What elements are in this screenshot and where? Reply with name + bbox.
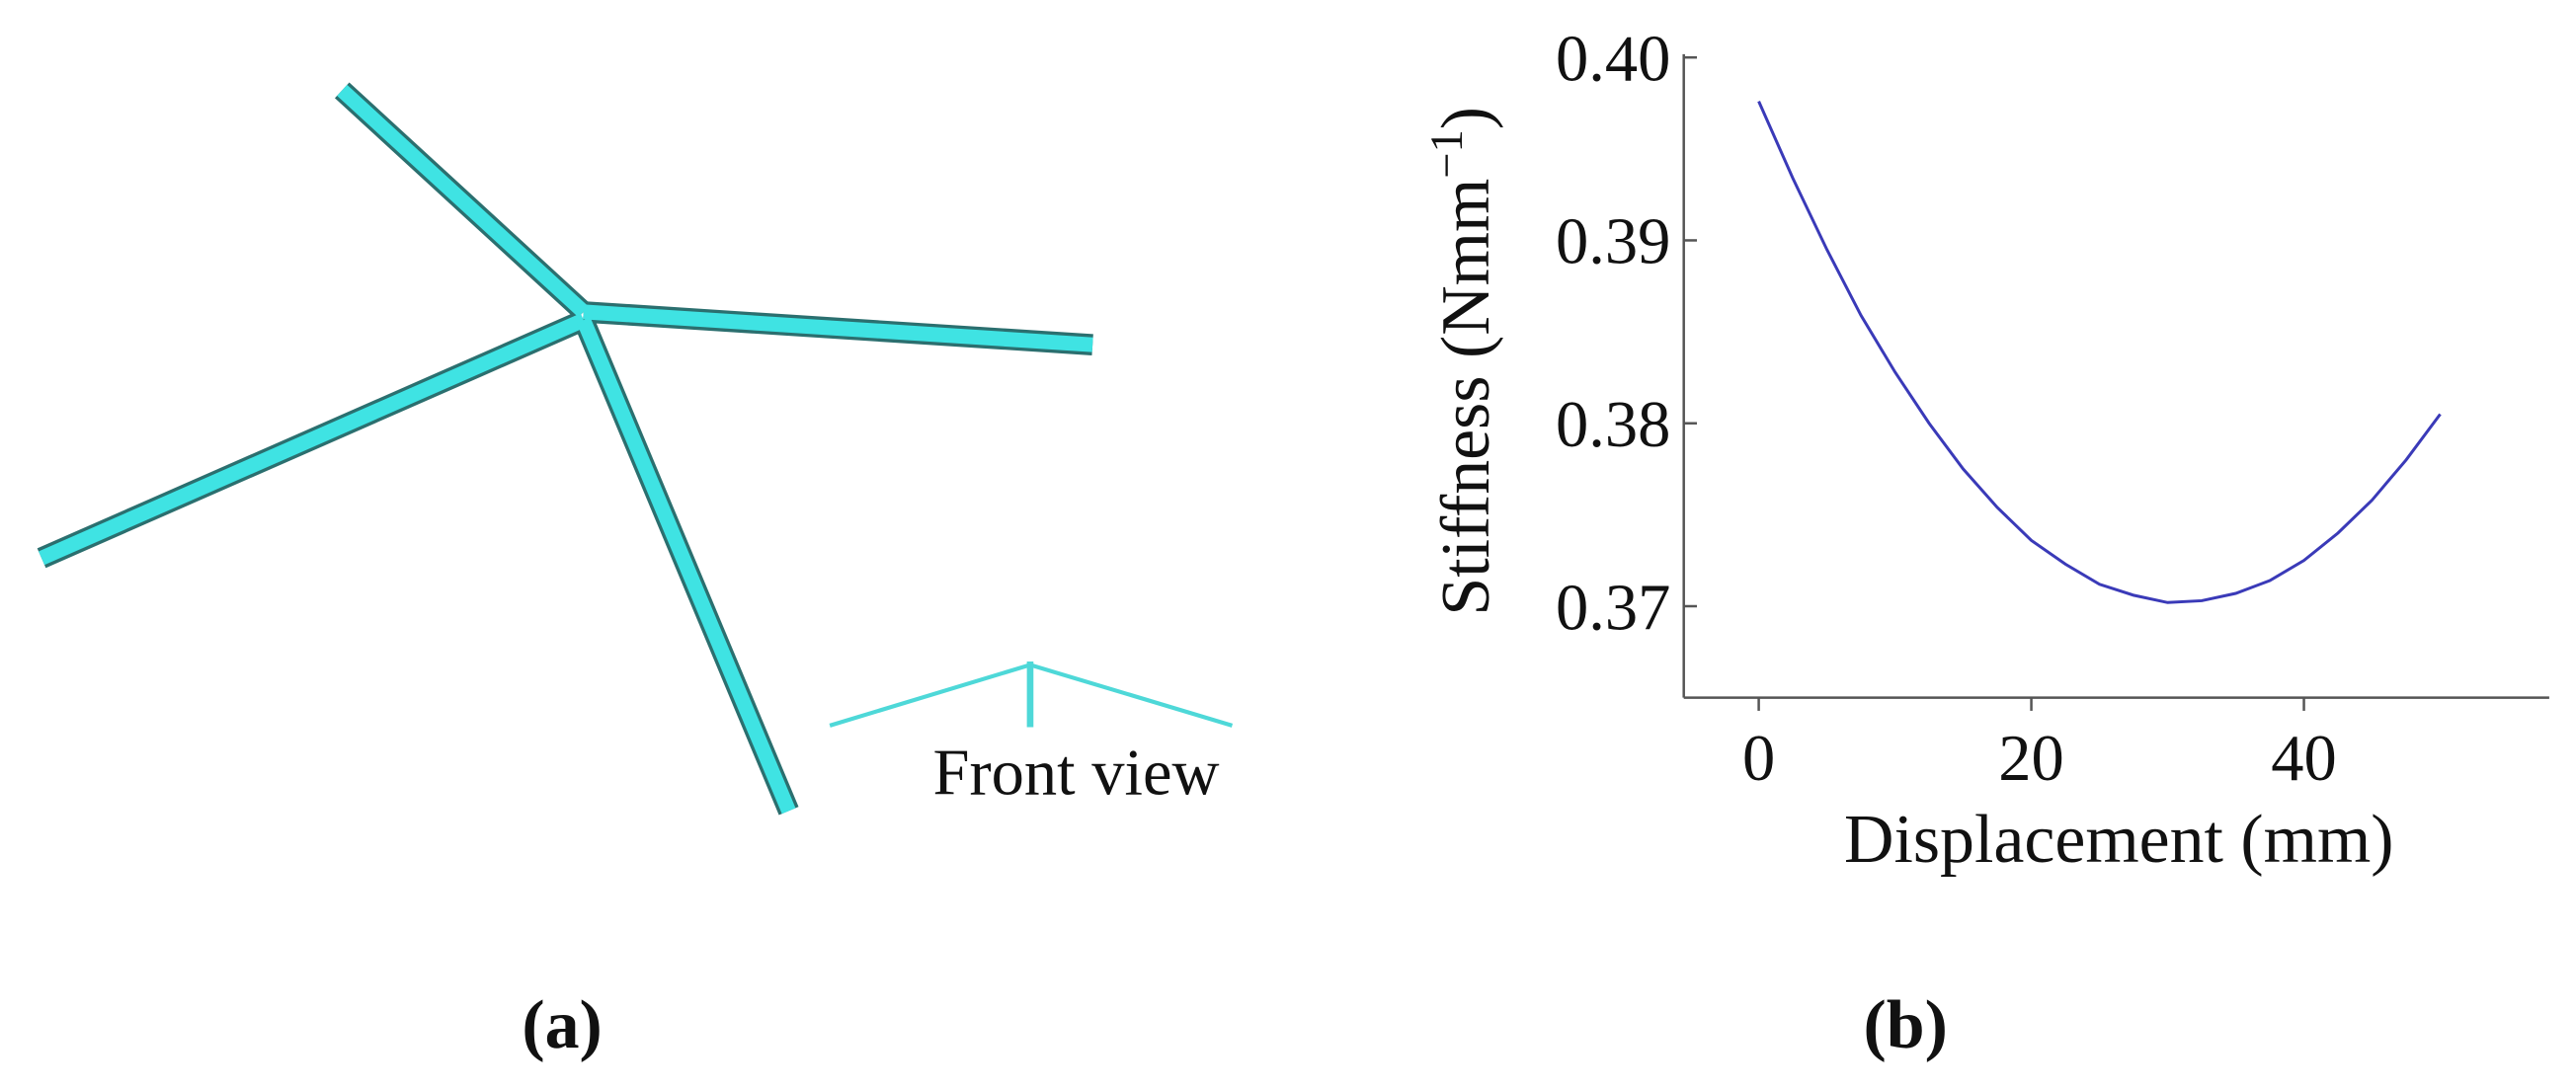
y-axis-label-text: Stiffness (Nmm (1428, 179, 1504, 616)
y-tick-label: 0.38 (1556, 389, 1670, 461)
y-tick-label: 0.37 (1556, 572, 1670, 644)
x-tick-label: 40 (2271, 723, 2336, 795)
y-axis-label-sup: −1 (1422, 129, 1473, 179)
beam-structure (37, 82, 1093, 816)
y-axis-label: Stiffness (Nmm−1) (1422, 107, 1504, 616)
y-tick-label: 0.40 (1556, 23, 1670, 95)
x-tick-label: 0 (1742, 723, 1775, 795)
panel-label: (a) (522, 987, 602, 1063)
y-tick-label: 0.39 (1556, 206, 1670, 278)
y-axis-label-end: ) (1428, 107, 1504, 129)
front-view-sketch (829, 662, 1234, 728)
panel-label: (b) (1863, 987, 1947, 1063)
x-tick-label: 20 (1998, 723, 2063, 795)
annotation: Front view (933, 738, 1220, 810)
data-line (1757, 101, 2442, 604)
x-axis-label: Displacement (mm) (1844, 802, 2394, 878)
